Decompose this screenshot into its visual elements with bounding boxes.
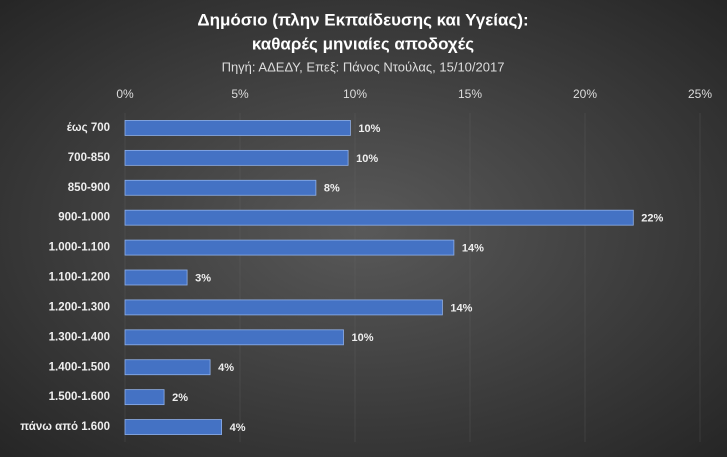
x-tick-label: 15% <box>458 87 482 101</box>
value-label: 2% <box>172 392 188 404</box>
value-label: 10% <box>358 123 380 135</box>
bar <box>124 329 344 346</box>
y-tick-label: 1.100-1.200 <box>49 272 110 284</box>
value-label: 4% <box>230 422 246 434</box>
x-tick-label: 20% <box>573 87 597 101</box>
y-tick-label: 1.200-1.300 <box>49 301 110 313</box>
x-tick-label: 25% <box>688 87 712 101</box>
bar <box>124 179 317 196</box>
y-tick-label: 1.500-1.600 <box>49 391 110 403</box>
bar <box>124 269 188 286</box>
bar <box>124 389 165 406</box>
bar <box>124 419 222 435</box>
y-tick-label: 900-1.000 <box>58 212 110 224</box>
bar <box>124 239 455 256</box>
chart-title: καθαρές μηνιαίες αποδοχές <box>252 34 474 53</box>
bar <box>124 209 634 226</box>
value-label: 14% <box>462 242 484 254</box>
chart-subtitle: Πηγή: ΑΔΕΔΥ, Επεξ: Πάνος Ντούλας, 15/10/… <box>222 59 505 74</box>
value-label: 10% <box>352 332 374 344</box>
bar <box>124 120 351 136</box>
y-tick-label: πάνω από 1.600 <box>20 421 110 433</box>
x-tick-label: 5% <box>231 87 249 101</box>
bar <box>124 299 443 316</box>
bar <box>124 149 349 166</box>
value-label: 3% <box>195 272 211 284</box>
bar <box>124 359 211 376</box>
y-tick-label: 1.000-1.100 <box>49 242 110 254</box>
value-label: 4% <box>218 362 234 374</box>
value-label: 14% <box>450 302 472 314</box>
y-tick-label: 700-850 <box>68 152 110 164</box>
value-label: 10% <box>356 153 378 165</box>
y-tick-label: έως 700 <box>67 122 110 134</box>
x-tick-label: 10% <box>343 87 367 101</box>
x-tick-label: 0% <box>116 87 134 101</box>
value-label: 22% <box>641 213 663 225</box>
y-tick-label: 850-900 <box>68 182 110 194</box>
y-tick-label: 1.300-1.400 <box>49 331 110 343</box>
y-tick-label: 1.400-1.500 <box>49 361 110 373</box>
chart-title: Δημόσιο (πλην Εκπαίδευσης και Υγείας): <box>197 10 528 29</box>
value-label: 8% <box>324 183 340 195</box>
